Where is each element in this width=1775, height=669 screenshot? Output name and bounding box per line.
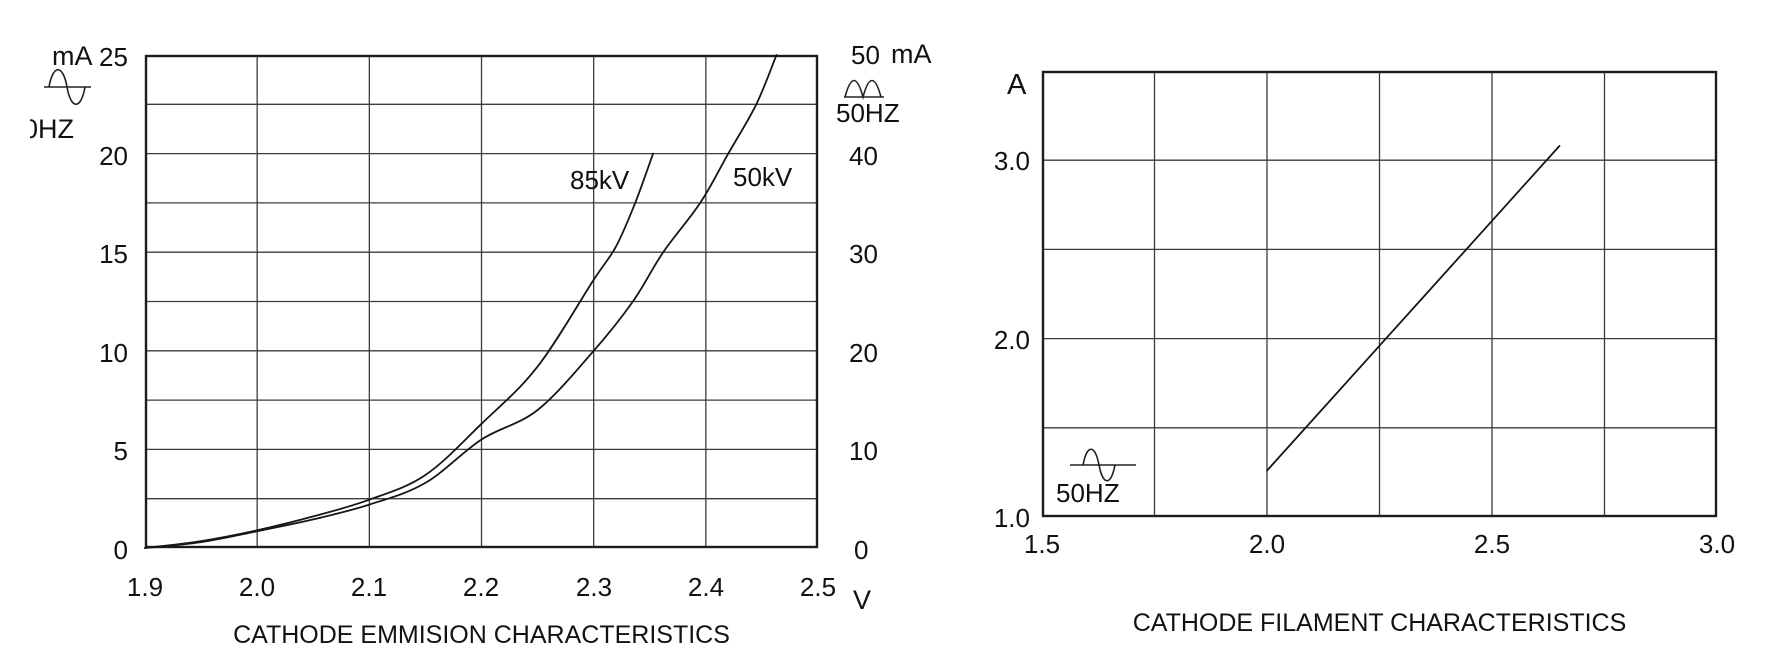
sine-wave-icon <box>1070 446 1136 484</box>
sine-wave-icon <box>44 62 92 112</box>
filament-y-tick-3-0: 3.0 <box>993 146 1030 176</box>
emission-x-tick-2-4: 2.4 <box>687 572 725 602</box>
emission-right-tick-40: 40 <box>849 141 878 171</box>
emission-x-tick-1-9: 1.9 <box>126 572 164 602</box>
emission-x-tick-2-1: 2.1 <box>350 572 388 602</box>
emission-x-tick-2-2: 2.2 <box>462 572 500 602</box>
emission-left-tick-25: 25 <box>99 42 128 72</box>
emission-left-freq-label-clipped: 50HZ <box>30 114 94 144</box>
emission-right-tick-30: 30 <box>849 239 878 269</box>
emission-left-freq-label: 50HZ <box>30 114 75 144</box>
emission-right-tick-20: 20 <box>849 338 878 368</box>
emission-chart-title: CATHODE EMMISION CHARACTERISTICS <box>233 621 730 649</box>
emission-grid-and-curves <box>144 54 819 549</box>
filament-x-tick-1-5: 1.5 <box>1023 529 1061 559</box>
emission-right-tick-50: 50 <box>851 40 880 70</box>
emission-x-tick-2-0: 2.0 <box>238 572 276 602</box>
emission-x-tick-2-5: 2.5 <box>799 572 837 602</box>
emission-plot-area: 85kV 50kV <box>144 54 819 549</box>
emission-right-axis-unit: mA <box>891 39 932 69</box>
emission-left-tick-0: 0 <box>113 535 128 565</box>
filament-x-tick-3-0: 3.0 <box>1698 529 1736 559</box>
filament-x-tick-2-5: 2.5 <box>1473 529 1511 559</box>
filament-grid-and-line <box>1041 70 1718 518</box>
emission-left-axis-unit: mA <box>52 41 93 71</box>
curve-label-85kv: 85kV <box>570 165 630 195</box>
filament-freq-label: 50HZ <box>1056 478 1120 508</box>
emission-x-tick-2-3: 2.3 <box>575 572 613 602</box>
filament-y-tick-1-0: 1.0 <box>993 503 1030 533</box>
emission-right-tick-10: 10 <box>849 436 878 466</box>
emission-x-axis-unit: V <box>853 585 872 615</box>
filament-x-tick-2-0: 2.0 <box>1248 529 1286 559</box>
filament-plot-area <box>1041 70 1718 518</box>
emission-left-tick-15: 15 <box>99 239 128 269</box>
emission-right-freq-label: 50HZ <box>836 98 900 128</box>
emission-left-tick-5: 5 <box>113 436 128 466</box>
curve-label-50kv: 50kV <box>733 162 793 192</box>
emission-left-tick-10: 10 <box>99 338 128 368</box>
filament-chart-title: CATHODE FILAMENT CHARACTERISTICS <box>1132 609 1627 637</box>
filament-y-axis-unit: A <box>1007 69 1027 101</box>
emission-right-tick-0: 0 <box>854 535 869 565</box>
filament-y-tick-2-0: 2.0 <box>993 325 1030 355</box>
emission-left-tick-20: 20 <box>99 141 128 171</box>
full-wave-rectified-icon <box>843 72 885 101</box>
